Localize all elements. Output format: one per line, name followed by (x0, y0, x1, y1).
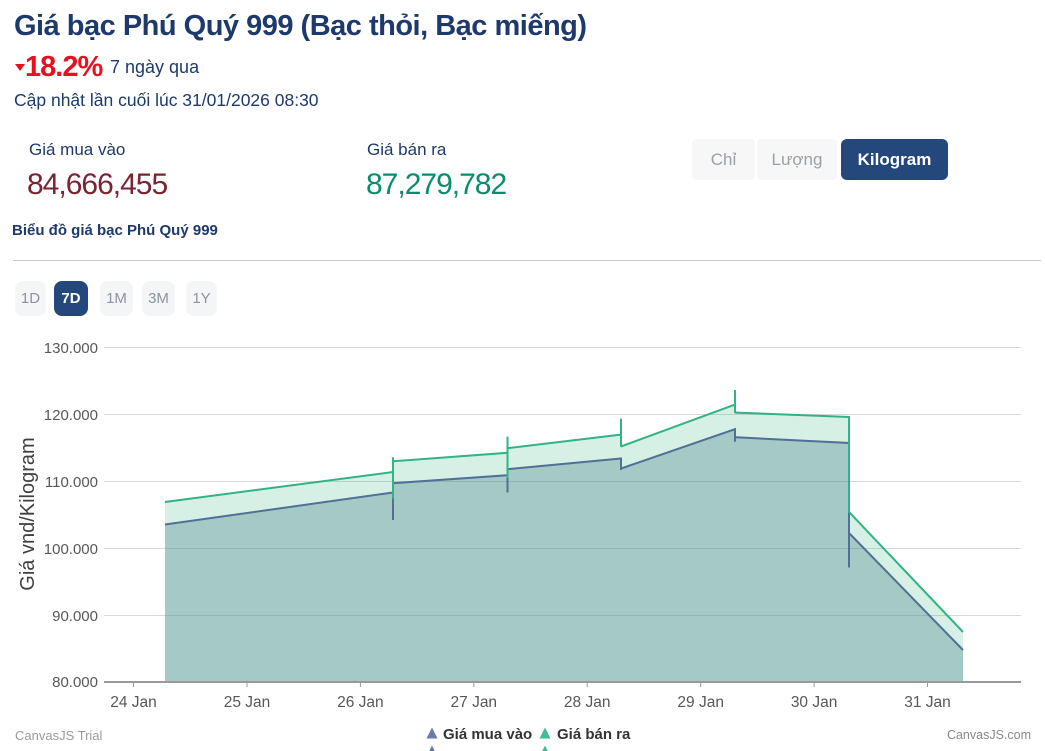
svg-text:130.000: 130.000 (44, 340, 98, 357)
svg-text:CanvasJS Trial: CanvasJS Trial (15, 728, 103, 743)
svg-text:31 Jan: 31 Jan (904, 694, 951, 711)
svg-text:100.000: 100.000 (44, 541, 98, 558)
svg-text:110.000: 110.000 (45, 474, 98, 491)
svg-text:Giá mua vào: Giá mua vào (443, 726, 532, 743)
svg-text:Giá bán ra: Giá bán ra (557, 726, 631, 743)
svg-text:CanvasJS.com: CanvasJS.com (947, 728, 1031, 742)
svg-text:30 Jan: 30 Jan (791, 694, 838, 711)
svg-text:27 Jan: 27 Jan (451, 694, 498, 711)
svg-text:28 Jan: 28 Jan (564, 694, 611, 711)
svg-text:Giá vnd/Kilogram: Giá vnd/Kilogram (17, 437, 39, 590)
svg-text:90.000: 90.000 (52, 608, 98, 625)
svg-text:80.000: 80.000 (52, 674, 98, 691)
svg-text:120.000: 120.000 (44, 407, 98, 424)
svg-text:25 Jan: 25 Jan (224, 694, 271, 711)
svg-text:26 Jan: 26 Jan (337, 694, 384, 711)
svg-text:29 Jan: 29 Jan (677, 694, 724, 711)
svg-text:24 Jan: 24 Jan (110, 694, 157, 711)
